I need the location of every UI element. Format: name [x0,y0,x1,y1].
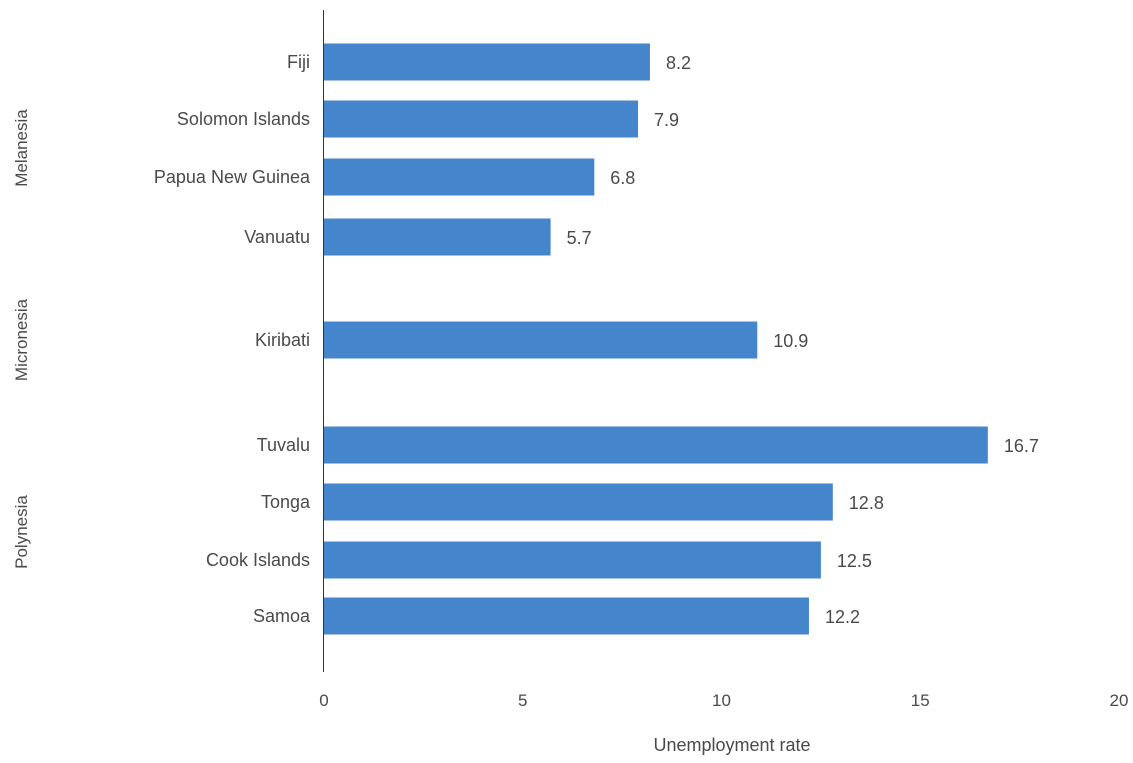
value-label-tuvalu: 16.7 [1004,436,1039,456]
value-label-kiribati: 10.9 [773,331,808,351]
category-label-tonga: Tonga [261,492,311,512]
x-tick-label-20: 20 [1110,691,1129,710]
bar-kiribati [324,321,758,359]
value-label-samoa: 12.2 [825,607,860,627]
x-tick-label-15: 15 [911,691,930,710]
labels-layer: Fiji 8.2 Solomon Islands 7.9 Papua New Guine… [154,52,1039,627]
bar-tonga [324,483,833,521]
group-label-micronesia: Micronesia [12,298,31,381]
value-label-vanuatu: 5.7 [567,228,592,248]
value-label-papua-new-guinea: 6.8 [610,168,635,188]
group-label-polynesia: Polynesia [12,495,31,569]
value-label-fiji: 8.2 [666,53,691,73]
category-label-fiji: Fiji [287,52,310,72]
bar-vanuatu [324,218,551,256]
category-label-tuvalu: Tuvalu [257,435,310,455]
x-axis-ticks: 0 5 10 15 20 [319,691,1128,710]
group-labels: Melanesia Micronesia Polynesia [12,109,31,569]
value-label-tonga: 12.8 [849,493,884,513]
x-tick-label-0: 0 [319,691,328,710]
bar-solomon-islands [324,100,639,138]
bar-samoa [324,597,809,635]
value-label-cook-islands: 12.5 [837,551,872,571]
group-label-melanesia: Melanesia [12,109,31,187]
category-label-kiribati: Kiribati [255,330,310,350]
bar-cook-islands [324,541,821,579]
category-label-solomon-islands: Solomon Islands [177,109,310,129]
category-label-samoa: Samoa [253,606,311,626]
category-label-cook-islands: Cook Islands [206,550,310,570]
x-tick-label-5: 5 [518,691,527,710]
bars-layer [324,43,988,635]
bar-tuvalu [324,426,988,464]
value-label-solomon-islands: 7.9 [654,110,679,130]
category-label-vanuatu: Vanuatu [244,227,310,247]
x-axis-title: Unemployment rate [653,735,810,755]
x-tick-label-10: 10 [712,691,731,710]
bar-fiji [324,43,650,81]
bar-papua-new-guinea [324,158,595,196]
category-label-papua-new-guinea: Papua New Guinea [154,167,311,187]
